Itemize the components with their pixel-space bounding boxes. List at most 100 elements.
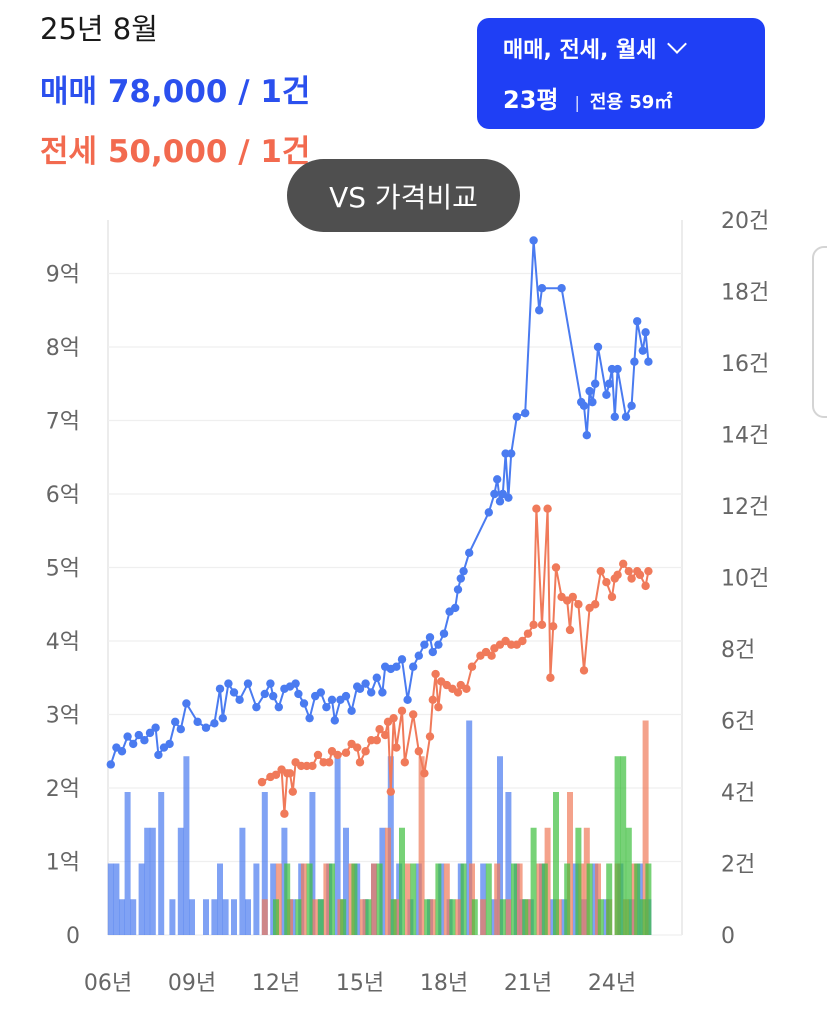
sale-volume-bar bbox=[261, 792, 268, 935]
sale-price-point bbox=[451, 603, 460, 613]
trade-type-filter-button[interactable]: 매매, 전세, 월세 23평 | 전용 59㎡ bbox=[477, 18, 765, 129]
sale-volume-bar bbox=[203, 899, 209, 935]
sale-price-point bbox=[507, 449, 516, 458]
vs-compare-button[interactable]: VS 가격비교 bbox=[287, 159, 520, 232]
wolse-volume-bar bbox=[597, 899, 604, 935]
y-left-tick-label: 3억 bbox=[46, 704, 80, 729]
sale-price-point bbox=[605, 379, 614, 388]
sale-price-point bbox=[151, 723, 160, 732]
wolse-volume-bar bbox=[449, 899, 456, 935]
sale-price-point bbox=[347, 706, 356, 716]
jeonse-price-point bbox=[607, 592, 617, 602]
jeonse-price-point bbox=[271, 770, 281, 779]
wolse-volume-bar bbox=[365, 899, 372, 935]
sale-volume-bar bbox=[239, 827, 246, 935]
jeonse-volume-bar bbox=[359, 899, 366, 935]
jeonse-price-line bbox=[261, 507, 650, 815]
jeonse-price-point bbox=[624, 566, 633, 576]
sale-price-point bbox=[215, 684, 225, 693]
jeonse-price-point bbox=[574, 600, 583, 609]
sale-volume-bar bbox=[177, 827, 184, 935]
jeonse-price-point bbox=[523, 629, 533, 638]
sale-volume-bar bbox=[107, 863, 114, 935]
sale-price-point bbox=[529, 236, 538, 245]
jeonse-price-point bbox=[579, 666, 589, 675]
sale-price-point bbox=[260, 689, 269, 699]
sale-volume-bar bbox=[149, 827, 156, 935]
sale-price-point bbox=[613, 364, 622, 374]
y-left-tick-label: 0 bbox=[66, 924, 80, 949]
y-left-tick-label: 7억 bbox=[46, 410, 80, 435]
side-panel-handle[interactable] bbox=[812, 246, 827, 418]
y-right-tick-label: 20건 bbox=[721, 209, 769, 234]
sale-price-point bbox=[493, 475, 502, 484]
x-tick-label: 21년 bbox=[504, 971, 552, 996]
jeonse-volume-bar bbox=[505, 899, 512, 935]
y-right-tick-label: 18건 bbox=[721, 281, 769, 306]
wolse-volume-bar bbox=[530, 827, 537, 935]
sale-volume-bar bbox=[189, 899, 195, 935]
sale-price-point bbox=[610, 412, 619, 422]
sale-price-point bbox=[602, 390, 611, 399]
jeonse-price-point bbox=[428, 695, 437, 704]
jeonse-price-summary: 전세 50,000 / 1건 bbox=[40, 134, 311, 170]
sale-volume-bar bbox=[466, 720, 473, 935]
jeonse-price-point bbox=[409, 710, 418, 719]
jeonse-price-point bbox=[591, 600, 600, 609]
sale-volume-bar bbox=[211, 899, 218, 935]
jeonse-price-point bbox=[529, 620, 538, 630]
wolse-volume-bar bbox=[553, 792, 559, 935]
jeonse-volume-bar bbox=[404, 863, 411, 935]
jeonse-price-point bbox=[400, 758, 409, 767]
sale-volume-bar bbox=[253, 863, 260, 935]
jeonse-price-point bbox=[602, 578, 611, 587]
wolse-volume-bar bbox=[471, 899, 478, 935]
sale-price-point bbox=[243, 679, 253, 688]
y-left-tick-label: 8억 bbox=[46, 336, 80, 361]
jeonse-volume-bar bbox=[429, 899, 436, 935]
sale-volume-bar bbox=[144, 827, 151, 935]
sale-price-point bbox=[630, 357, 639, 366]
wolse-volume-bar bbox=[614, 756, 621, 935]
sale-price-point bbox=[397, 655, 407, 664]
jeonse-volume-bar bbox=[455, 899, 461, 935]
sale-price-point bbox=[484, 508, 493, 517]
y-right-tick-label: 16건 bbox=[721, 352, 769, 377]
sale-price-point bbox=[154, 750, 163, 760]
jeonse-price-point bbox=[627, 574, 636, 583]
jeonse-price-point bbox=[414, 747, 423, 756]
jeonse-price-point bbox=[596, 566, 605, 576]
jeonse-price-point bbox=[619, 559, 628, 569]
sale-price-point bbox=[428, 647, 437, 657]
sale-price-point bbox=[269, 691, 278, 701]
wolse-volume-bar bbox=[625, 827, 632, 935]
x-tick-label: 15년 bbox=[336, 971, 384, 996]
sale-price-point bbox=[305, 713, 314, 723]
y-right-tick-label: 8건 bbox=[721, 638, 755, 663]
wolse-volume-bar bbox=[575, 827, 582, 935]
wolse-volume-bar bbox=[317, 899, 324, 935]
jeonse-price-point bbox=[434, 702, 443, 712]
sale-price-summary: 매매 78,000 / 1건 bbox=[40, 74, 311, 110]
sale-price-point bbox=[621, 412, 631, 422]
sale-price-point bbox=[367, 688, 376, 697]
jeonse-price-point bbox=[551, 563, 561, 572]
jeonse-price-point bbox=[280, 809, 289, 818]
jeonse-price-point bbox=[361, 747, 370, 756]
jeonse-price-point bbox=[543, 504, 552, 513]
jeonse-volume-bar bbox=[516, 863, 523, 935]
wolse-volume-bar bbox=[586, 863, 593, 935]
y-right-tick-label: 0 bbox=[721, 924, 735, 949]
jeonse-price-point bbox=[467, 662, 477, 671]
sale-volume-bar bbox=[183, 756, 190, 935]
divider: | bbox=[574, 93, 580, 112]
sale-price-point bbox=[299, 699, 309, 708]
sale-volume-bar bbox=[138, 863, 145, 935]
jeonse-price-point bbox=[565, 625, 575, 635]
y-left-tick-label: 4억 bbox=[46, 630, 80, 655]
sale-volume-bar bbox=[222, 899, 229, 935]
jeonse-volume-bar bbox=[371, 863, 377, 935]
jeonse-price-point bbox=[635, 570, 645, 580]
sale-price-point bbox=[176, 725, 185, 734]
y-right-tick-label: 10건 bbox=[721, 567, 769, 592]
